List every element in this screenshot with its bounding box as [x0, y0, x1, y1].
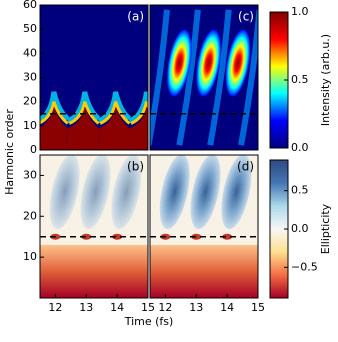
y-tick-label: 10 — [23, 119, 37, 132]
heatmap-wave — [68, 101, 100, 125]
heatmap-spot — [191, 233, 202, 240]
heatmap — [40, 5, 148, 150]
colorbar-tick-label: 0.0 — [291, 222, 309, 235]
heatmap-wave — [128, 91, 148, 124]
heatmap-peak — [166, 29, 192, 97]
heatmap-base — [67, 106, 99, 150]
heatmap-wave — [176, 9, 201, 146]
panel-frame — [149, 154, 259, 299]
heatmap-wave — [40, 101, 69, 125]
heatmap-base — [98, 106, 130, 150]
colorbar-tick-label: −0.5 — [291, 260, 318, 273]
x-tick-label: 13 — [79, 301, 93, 314]
panel-label: (c) — [238, 10, 254, 24]
y-tick-label: 30 — [23, 168, 37, 181]
heatmap-base — [40, 244, 148, 298]
heatmap-spot — [222, 233, 233, 240]
panel-label: (b) — [127, 160, 144, 174]
y-tick-label: 10 — [23, 250, 37, 263]
colorbar-tick-label: 1.0 — [291, 5, 309, 18]
heatmap-blob — [111, 155, 142, 230]
y-tick-label: 50 — [23, 22, 37, 35]
colorbar-label: Intensity (arb.u.) — [319, 34, 332, 126]
heatmap-blob — [159, 155, 190, 230]
heatmap-spot — [81, 233, 92, 240]
heatmap-blob — [80, 155, 111, 230]
colorbar-tick-label: 0.5 — [291, 184, 309, 197]
heatmap-wave — [207, 9, 232, 146]
heatmap-blob — [49, 155, 80, 230]
y-tick-label: 30 — [23, 71, 37, 84]
heatmap-wave — [150, 9, 170, 146]
panel-frame — [39, 154, 149, 299]
heatmap-base — [129, 106, 148, 150]
x-tick-label: 12 — [158, 301, 172, 314]
heatmap — [150, 5, 258, 150]
colorbar-label: Ellipticity — [319, 203, 332, 254]
heatmap-peak — [196, 29, 221, 97]
x-tick-label: 12 — [48, 301, 62, 314]
x-tick-label: 15 — [141, 301, 155, 314]
panel-label: (a) — [127, 10, 144, 24]
x-tick-label: 15 — [251, 301, 265, 314]
heatmap-base — [40, 106, 68, 150]
colorbar-tick-label: 0.0 — [291, 141, 309, 154]
x-tick-label: 14 — [110, 301, 124, 314]
x-axis-label: Time (fs) — [124, 315, 174, 328]
panel-frame — [149, 4, 259, 151]
x-tick-label: 14 — [220, 301, 234, 314]
heatmap-blob — [190, 155, 221, 230]
y-tick-label: 0 — [30, 143, 37, 156]
y-axis-label: Harmonic order — [3, 109, 16, 195]
heatmap-blob — [221, 155, 252, 230]
heatmap — [40, 155, 148, 298]
y-tick-label: 20 — [23, 209, 37, 222]
y-tick-label: 20 — [23, 95, 37, 108]
heatmap — [150, 155, 258, 298]
colorbar-tick-label: 0.5 — [291, 73, 309, 86]
x-tick-label: 13 — [189, 301, 203, 314]
heatmap-wave — [99, 101, 131, 125]
heatmap-peak — [225, 29, 251, 97]
panel-label: (d) — [237, 160, 254, 174]
heatmap-spot — [112, 233, 123, 240]
y-tick-label: 40 — [23, 46, 37, 59]
heatmap-wave — [238, 9, 258, 146]
heatmap-wave — [130, 101, 148, 125]
heatmap-base — [150, 244, 258, 298]
y-tick-label: 60 — [23, 0, 37, 11]
